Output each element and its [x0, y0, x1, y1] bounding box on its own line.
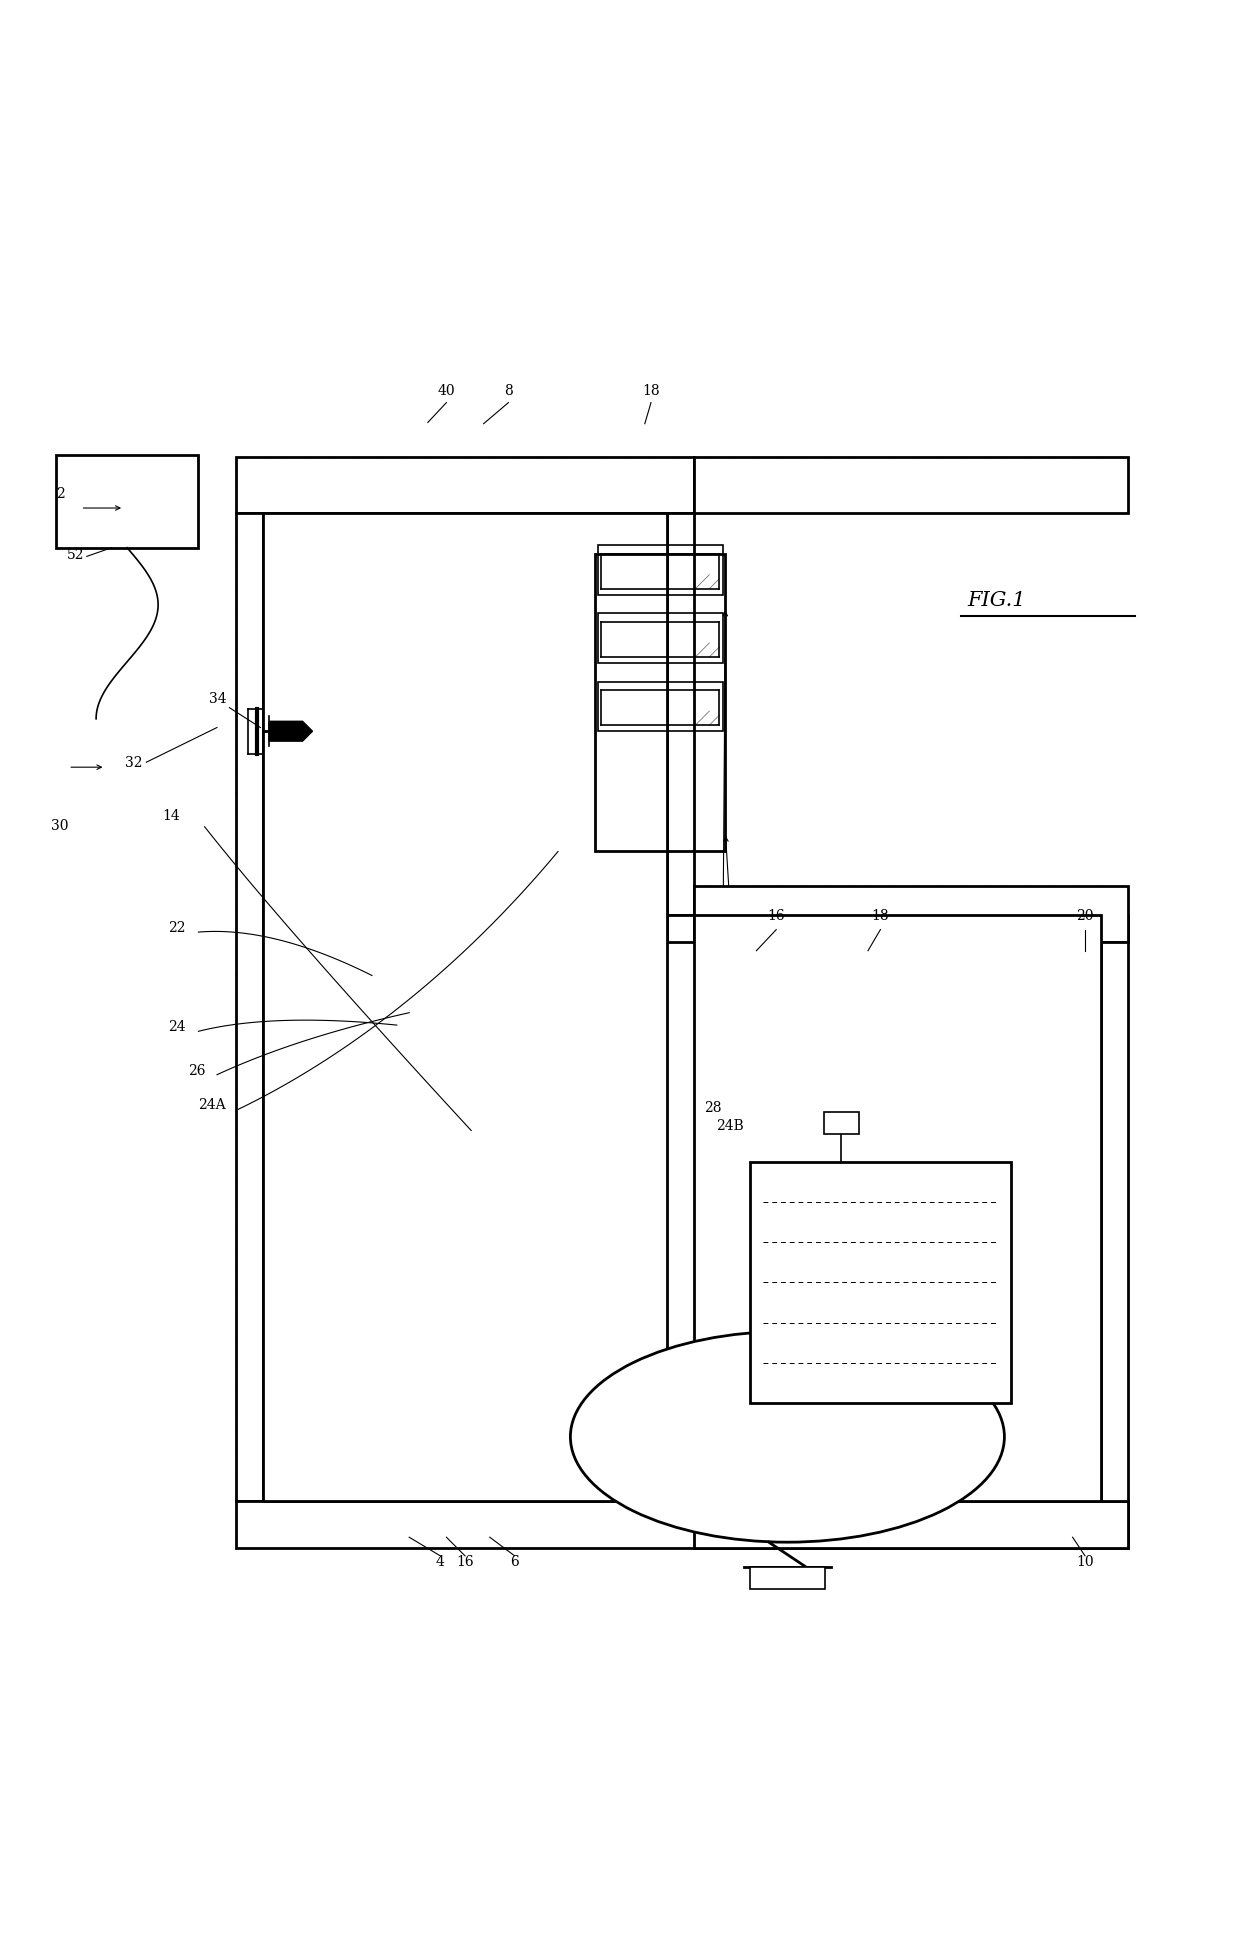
Text: 34: 34 [210, 693, 227, 706]
Polygon shape [694, 1500, 1128, 1549]
Text: 24B: 24B [717, 1120, 744, 1134]
Polygon shape [694, 457, 1128, 513]
Text: 8: 8 [503, 384, 513, 398]
Polygon shape [269, 722, 312, 741]
Text: 26: 26 [188, 1063, 206, 1077]
Text: 16: 16 [456, 1555, 474, 1569]
Polygon shape [750, 1161, 1011, 1403]
Text: 18: 18 [872, 909, 889, 923]
Polygon shape [823, 1112, 858, 1134]
Text: 6: 6 [510, 1555, 520, 1569]
Text: 14: 14 [162, 810, 180, 823]
Polygon shape [694, 886, 1128, 942]
Text: 30: 30 [51, 819, 68, 833]
Text: FIG.1: FIG.1 [967, 591, 1025, 611]
Ellipse shape [570, 1331, 1004, 1541]
Polygon shape [750, 1567, 825, 1590]
Polygon shape [236, 513, 263, 1500]
Polygon shape [667, 915, 1128, 942]
Polygon shape [694, 915, 1101, 1500]
Text: 28: 28 [704, 1100, 722, 1114]
Polygon shape [263, 513, 667, 1500]
Text: 22: 22 [169, 921, 186, 935]
Text: 18: 18 [642, 384, 660, 398]
Polygon shape [236, 457, 694, 513]
Text: 52: 52 [67, 548, 84, 562]
Text: 4: 4 [435, 1555, 445, 1569]
Text: 40: 40 [438, 384, 455, 398]
Text: 32: 32 [125, 757, 143, 771]
Text: 24: 24 [169, 1020, 186, 1034]
Polygon shape [236, 1500, 1128, 1549]
Text: 24A: 24A [198, 1098, 226, 1112]
Polygon shape [1101, 942, 1128, 1500]
Text: 2: 2 [56, 488, 64, 501]
Text: 20: 20 [1076, 909, 1094, 923]
Text: 10: 10 [1076, 1555, 1094, 1569]
Polygon shape [667, 513, 694, 915]
Text: 16: 16 [768, 909, 785, 923]
